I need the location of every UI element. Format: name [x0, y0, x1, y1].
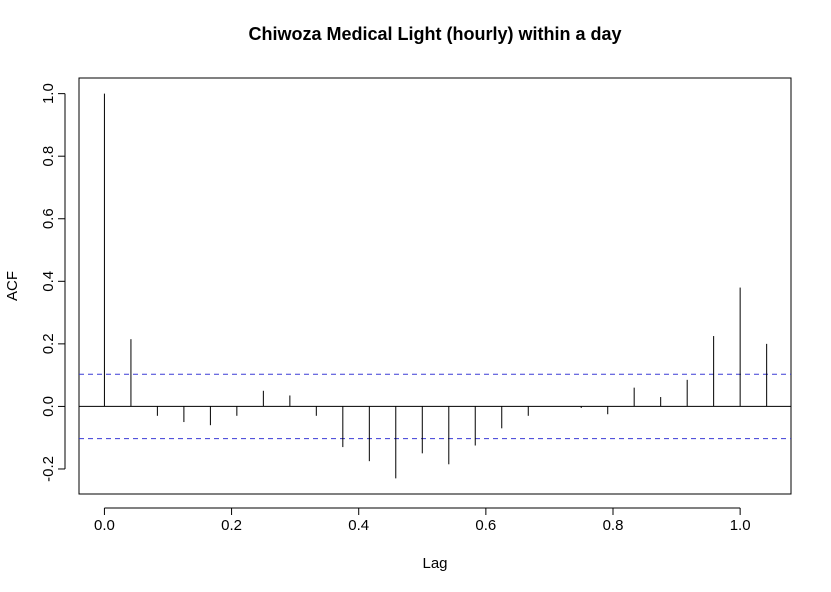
y-tick-label: -0.2	[40, 456, 57, 482]
plot-frame	[78, 77, 792, 495]
x-tick-label: 0.8	[603, 517, 624, 534]
y-tick-label: 0.8	[40, 146, 57, 167]
x-tick-label: 0.4	[348, 517, 369, 534]
y-axis-label: ACF	[4, 271, 21, 301]
x-tick-label: 0.6	[475, 517, 496, 534]
y-tick-label: 0.0	[40, 396, 57, 417]
x-tick-label: 0.2	[221, 517, 242, 534]
y-tick-label: 1.0	[40, 83, 57, 104]
x-tick-label: 0.0	[94, 517, 115, 534]
chart-title: Chiwoza Medical Light (hourly) within a …	[248, 24, 621, 44]
y-tick-label: 0.4	[40, 271, 57, 292]
x-tick-label: 1.0	[730, 517, 751, 534]
y-tick-label: 0.6	[40, 208, 57, 229]
y-tick-label: 0.2	[40, 333, 57, 354]
x-axis-label: Lag	[422, 555, 447, 572]
